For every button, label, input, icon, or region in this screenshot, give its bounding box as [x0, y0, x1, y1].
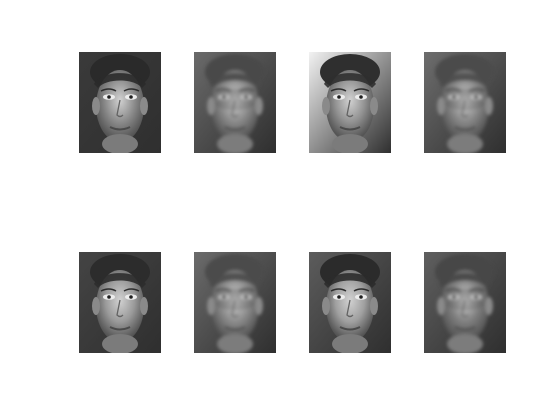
face-reconstruction-3 — [194, 252, 276, 353]
face-original-4 — [309, 252, 391, 353]
face-original-2 — [309, 52, 391, 153]
face-original-3 — [79, 252, 161, 353]
face-reconstruction-4 — [424, 252, 506, 353]
face-reconstruction-2 — [424, 52, 506, 153]
face-reconstruction-1 — [194, 52, 276, 153]
face-original-1 — [79, 52, 161, 153]
